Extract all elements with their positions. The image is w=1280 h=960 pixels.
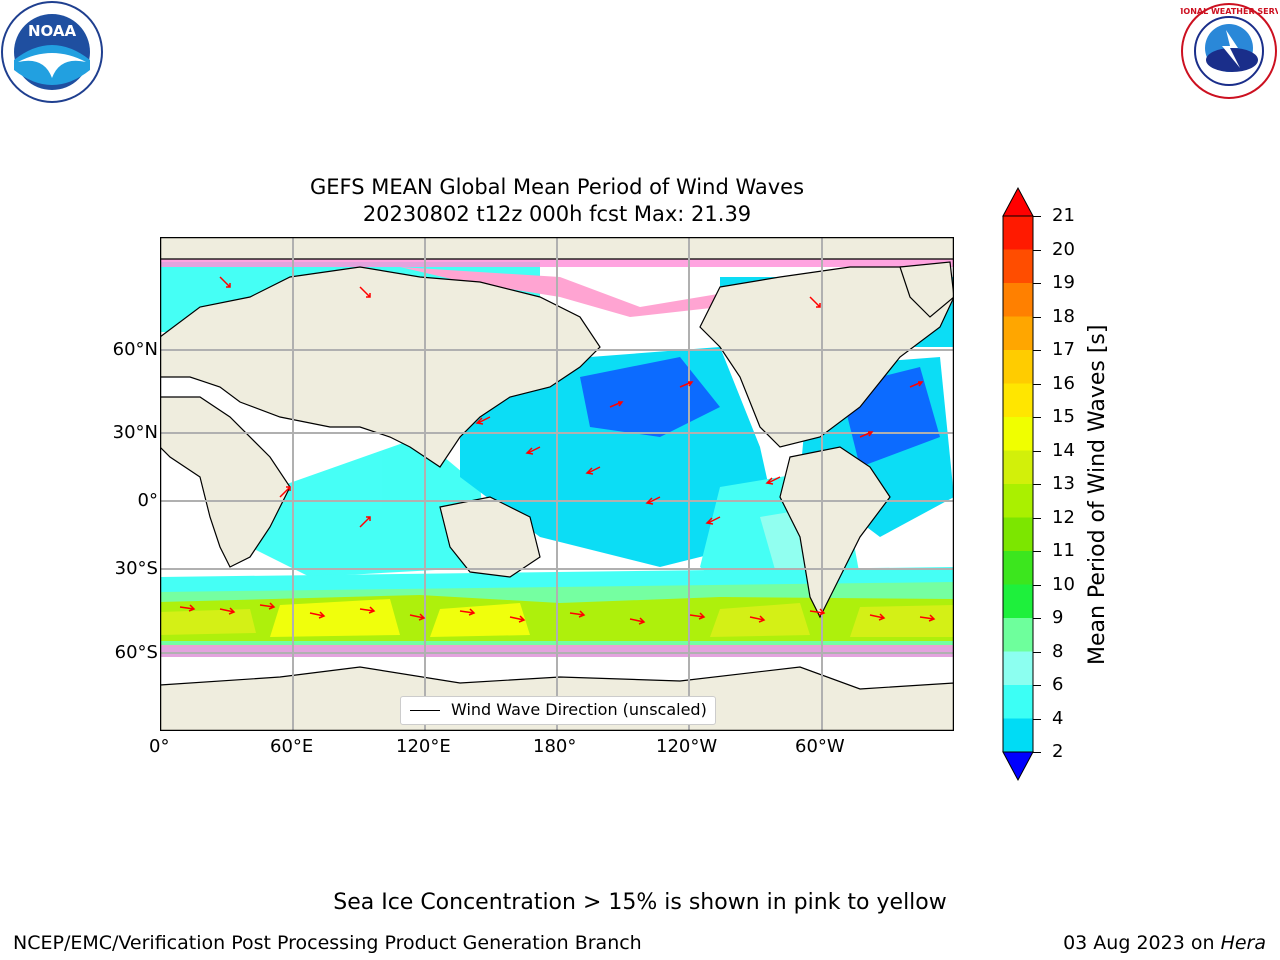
colorbar-tick-label: 16 — [1052, 372, 1075, 394]
colorbar-tick-mark — [1033, 752, 1041, 753]
lat-tick-60s: 60°S — [114, 642, 158, 663]
colorbar-band — [1003, 383, 1033, 418]
lat-tick-0: 0° — [137, 490, 158, 511]
colorbar-under-triangle — [1002, 751, 1034, 782]
colorbar-tick-mark — [1033, 316, 1041, 318]
colorbar-tick-label: 2 — [1052, 741, 1064, 762]
colorbar-band — [1003, 316, 1033, 351]
lon-tick-60w: 60°W — [795, 736, 845, 757]
footer-date: 03 Aug 2023 on Hera — [1063, 932, 1266, 954]
lon-tick-60e: 60°E — [270, 736, 314, 757]
lon-tick-120e: 120°E — [396, 736, 451, 757]
colorbar-tick-label: 19 — [1052, 272, 1075, 293]
sea-ice-note: Sea Ice Concentration > 15% is shown in … — [333, 890, 947, 915]
colorbar-tick-mark — [1033, 517, 1041, 519]
colorbar-tick-label: 13 — [1052, 473, 1075, 494]
colorbar-tick-mark — [1033, 551, 1041, 552]
colorbar-tick-mark — [1033, 618, 1041, 619]
footer-branch: NCEP/EMC/Verification Post Processing Pr… — [13, 932, 642, 954]
colorbar-tick-label: 18 — [1052, 305, 1075, 327]
colorbar-band — [1003, 249, 1033, 284]
chart-title-line1: GEFS MEAN Global Mean Period of Wind Wav… — [309, 175, 805, 199]
nws-logo-text: NATIONAL WEATHER SERVICE — [1180, 7, 1278, 16]
colorbar-tick-label: 8 — [1052, 640, 1064, 662]
lat-tick-60n: 60°N — [112, 339, 158, 360]
colorbar-tick-mark — [1033, 350, 1041, 351]
colorbar-tick-label: 20 — [1052, 238, 1075, 260]
global-wave-period-map — [160, 237, 954, 731]
footer-date-text: 03 Aug 2023 on — [1063, 932, 1221, 954]
legend-line-swatch — [410, 710, 440, 711]
map-legend: Wind Wave Direction (unscaled) — [400, 696, 716, 725]
colorbar-tick-label: 12 — [1052, 506, 1075, 528]
colorbar-band — [1003, 685, 1033, 719]
colorbar-tick-mark — [1033, 417, 1041, 418]
chart-title-line2: 20230802 t12z 000h fcst Max: 21.39 — [362, 202, 752, 226]
gridlines — [160, 237, 954, 731]
colorbar-band — [1003, 350, 1033, 384]
colorbar-band — [1003, 283, 1033, 317]
colorbar-tick-mark — [1033, 216, 1041, 217]
colorbar-band — [1003, 517, 1033, 552]
wave-direction-arrows — [179, 276, 936, 625]
colorbar-tick-mark — [1033, 718, 1041, 720]
lon-tick-180: 180° — [533, 736, 577, 757]
noaa-logo-text: NOAA — [28, 22, 77, 40]
noaa-logo: NOAA — [0, 0, 104, 104]
colorbar-tick-label: 9 — [1052, 607, 1064, 628]
colorbar-tick-mark — [1033, 484, 1041, 485]
colorbar-tick-label: 17 — [1052, 339, 1075, 360]
colorbar-band — [1003, 718, 1033, 753]
colorbar-band — [1003, 651, 1033, 686]
map-frame — [160, 237, 954, 731]
colorbar-tick-label: 21 — [1052, 205, 1075, 226]
colorbar-tick-label: 10 — [1052, 573, 1075, 595]
lat-tick-30s: 30°S — [114, 558, 158, 579]
colorbar-tick-label: 6 — [1052, 674, 1064, 695]
nws-logo: NATIONAL WEATHER SERVICE — [1163, 2, 1280, 100]
colorbar-tick-mark — [1033, 651, 1041, 653]
colorbar-over-triangle — [1002, 186, 1034, 217]
colorbar-tick-mark — [1033, 685, 1041, 686]
colorbar-band — [1003, 551, 1033, 585]
legend-label: Wind Wave Direction (unscaled) — [451, 700, 707, 719]
colorbar — [1002, 186, 1034, 782]
colorbar-band — [1003, 584, 1033, 619]
lon-tick-120w: 120°W — [656, 736, 718, 757]
colorbar-tick-label: 11 — [1052, 540, 1075, 561]
colorbar-band — [1003, 618, 1033, 652]
colorbar-tick-mark — [1033, 584, 1041, 586]
colorbar-tick-label: 4 — [1052, 707, 1064, 729]
colorbar-tick-mark — [1033, 383, 1041, 385]
colorbar-band — [1003, 216, 1033, 250]
colorbar-band — [1003, 484, 1033, 518]
colorbar-tick-label: 15 — [1052, 406, 1075, 427]
colorbar-band — [1003, 450, 1033, 485]
colorbar-tick-label: 14 — [1052, 439, 1075, 461]
lat-tick-30n: 30°N — [112, 422, 158, 443]
colorbar-tick-mark — [1033, 249, 1041, 251]
colorbar-tick-mark — [1033, 450, 1041, 452]
colorbar-label: Mean Period of Wind Waves [s] — [1085, 324, 1110, 665]
footer-host: Hera — [1220, 932, 1266, 954]
colorbar-band — [1003, 417, 1033, 451]
lon-tick-0: 0° — [149, 736, 170, 757]
colorbar-tick-mark — [1033, 283, 1041, 284]
